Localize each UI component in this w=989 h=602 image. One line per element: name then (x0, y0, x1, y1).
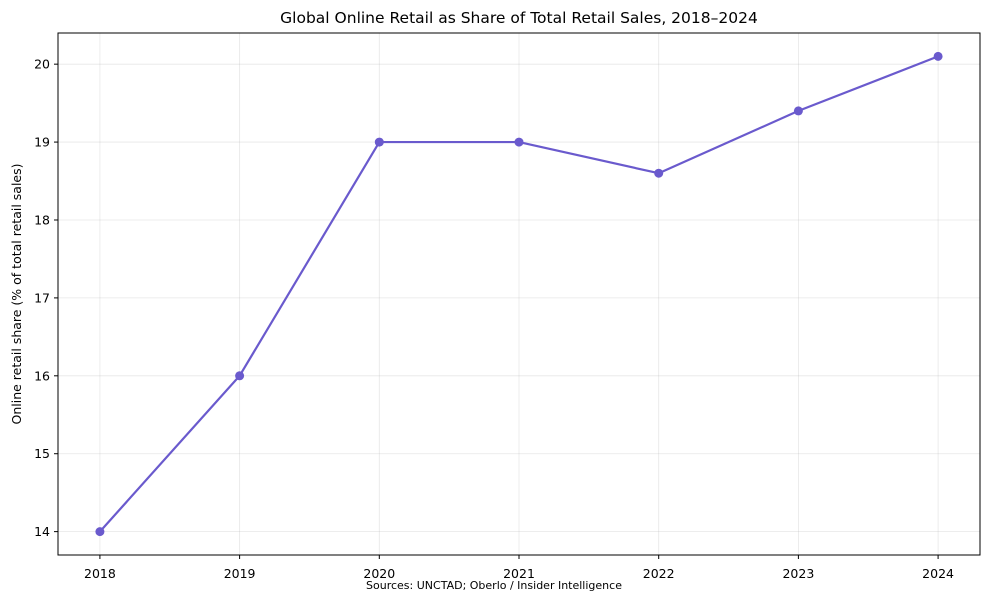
data-point (95, 527, 105, 537)
source-note: Sources: UNCTAD; Oberlo / Insider Intell… (366, 579, 622, 592)
data-point (654, 168, 664, 178)
y-tick-label: 18 (34, 212, 50, 227)
x-tick-label: 2020 (363, 566, 395, 581)
y-tick-label: 15 (34, 446, 50, 461)
y-tick-label: 17 (34, 290, 50, 305)
y-axis: 14 15 16 17 18 19 20 (34, 57, 58, 539)
x-tick-label: 2018 (84, 566, 116, 581)
y-axis-label: Online retail share (% of total retail s… (9, 163, 24, 424)
data-point (793, 106, 803, 116)
data-point (514, 137, 524, 147)
y-tick-label: 20 (34, 57, 50, 72)
y-tick-label: 14 (34, 524, 50, 539)
x-tick-label: 2024 (922, 566, 954, 581)
x-tick-label: 2019 (224, 566, 256, 581)
y-tick-label: 16 (34, 368, 50, 383)
x-tick-label: 2023 (782, 566, 814, 581)
data-point (933, 51, 943, 61)
series-layer (95, 51, 943, 537)
x-axis: 2018 2019 2020 2021 2022 2023 2024 (84, 555, 954, 581)
data-point (235, 371, 245, 381)
x-tick-label: 2021 (503, 566, 535, 581)
y-tick-label: 19 (34, 135, 50, 150)
chart-title: Global Online Retail as Share of Total R… (280, 9, 758, 27)
plot-frame (57, 32, 981, 556)
x-tick-label: 2022 (643, 566, 675, 581)
grid (58, 33, 980, 555)
data-point (374, 137, 384, 147)
